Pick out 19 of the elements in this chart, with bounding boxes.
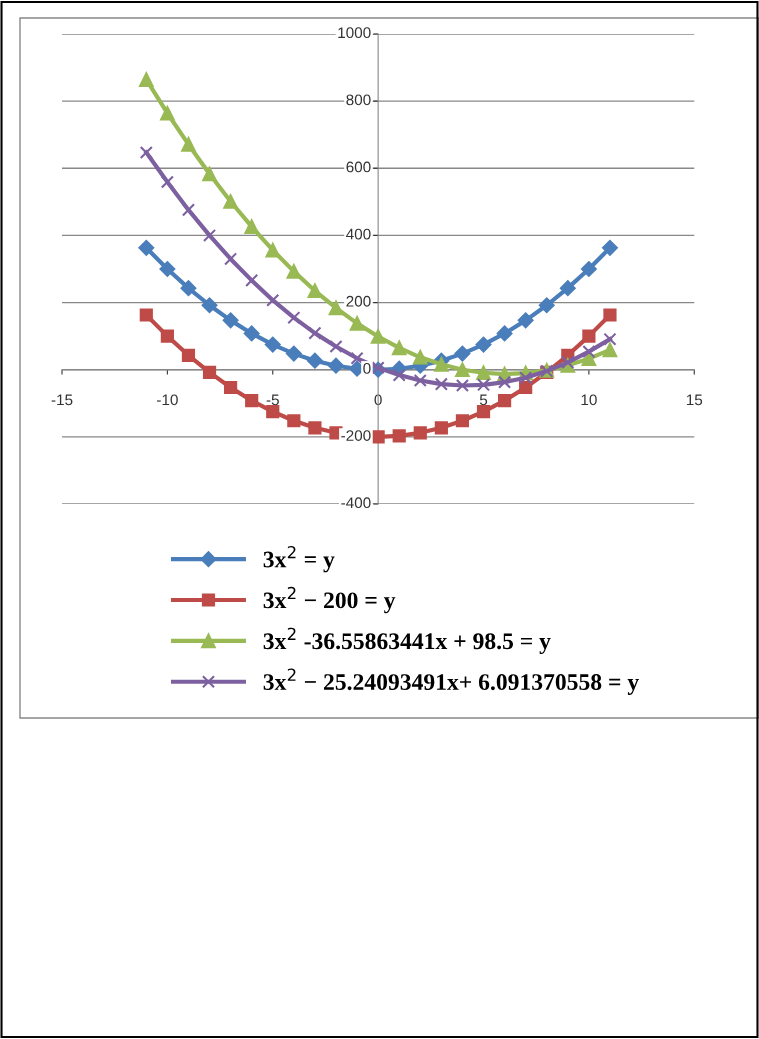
x-tick-label: 0 (374, 394, 382, 406)
y-tick-label: 400 (346, 228, 371, 240)
x-tick-label: -5 (266, 394, 279, 406)
y-tick-label: 0 (363, 363, 371, 374)
x-tick-label: 5 (479, 394, 488, 406)
y-tick-label: 200 (346, 295, 371, 307)
legend-label: 3x$^{2}$ = y (263, 545, 335, 573)
x-tick-label: 10 (581, 394, 597, 406)
x-tick-label: -10 (157, 394, 178, 406)
legend-label: 3x$^{2}$ − 25.24093491x+ 6.091370558 = y (263, 668, 639, 695)
y-tick-label: -400 (341, 497, 371, 509)
x-tick-label: -15 (51, 394, 73, 406)
y-tick-label: 1000 (338, 27, 371, 39)
legend-label: 3x$^{2}$ -36.55863441x + 98.5 = y (263, 627, 551, 655)
y-tick-label: -200 (341, 430, 371, 441)
y-tick-label: 600 (346, 161, 371, 173)
y-tick-label: 800 (346, 94, 371, 106)
legend-label: 3x$^{2}$ − 200 = y (263, 586, 396, 614)
x-tick-label: 15 (686, 394, 703, 406)
